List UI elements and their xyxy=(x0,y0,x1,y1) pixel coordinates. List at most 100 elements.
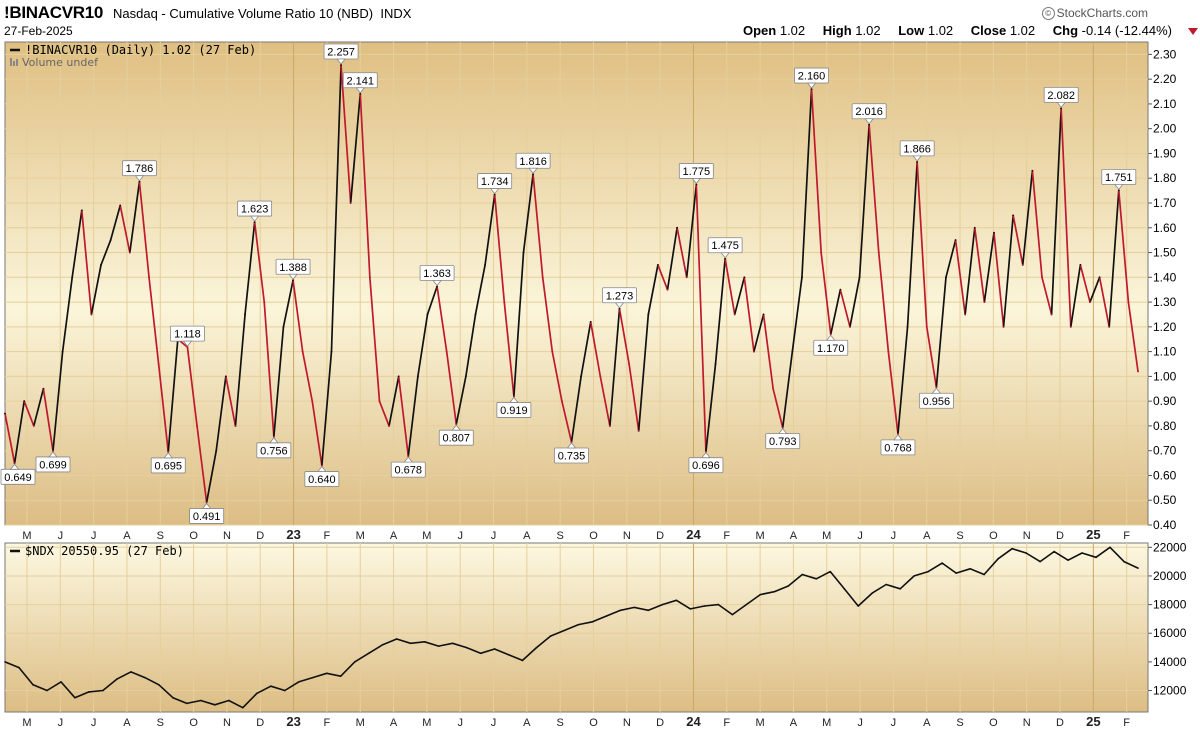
cvr-data-point xyxy=(657,264,659,266)
cvr-data-point xyxy=(42,387,45,390)
cvr-data-point xyxy=(954,239,957,242)
cvr-line-segment xyxy=(964,226,976,316)
peak-label-text: 1.273 xyxy=(606,290,634,302)
ndx-price-line xyxy=(4,546,1139,709)
peak-label-pointer xyxy=(691,178,702,185)
cvr-data-point xyxy=(906,325,909,328)
cvr-y-tick-label: 2.30 xyxy=(1153,47,1177,61)
ndx-data-point xyxy=(437,645,440,647)
cvr-line-segment xyxy=(157,363,170,453)
ndx-data-point xyxy=(186,702,188,705)
peak-label-text: 0.793 xyxy=(769,436,797,448)
ndx-data-point xyxy=(339,675,342,677)
ndx-data-point xyxy=(88,691,90,693)
cvr-data-point xyxy=(609,425,611,427)
peak-label-text: 0.807 xyxy=(443,433,471,445)
cvr-line-segment xyxy=(224,375,237,427)
cvr-peak-label: 1.170 xyxy=(813,334,849,356)
cvr-line-segment xyxy=(637,313,650,432)
cvr-data-point xyxy=(407,455,410,458)
ndx-data-point xyxy=(46,689,48,692)
cvr-data-point xyxy=(272,435,275,438)
peak-label-text: 2.141 xyxy=(346,75,374,87)
cvr-data-point xyxy=(1137,370,1139,373)
ndx-x-tick-label: M xyxy=(822,717,831,729)
cvr-data-point xyxy=(935,386,938,389)
ndx-data-point xyxy=(1025,552,1027,554)
cvr-data-point xyxy=(1127,301,1130,303)
cvr-data-point xyxy=(119,204,122,207)
peak-label-pointer xyxy=(1056,101,1067,109)
ndx-y-tick-label: 18000 xyxy=(1153,598,1187,612)
cvr-line-segment xyxy=(983,231,995,303)
cvr-data-point xyxy=(253,221,256,223)
cvr-line-segment xyxy=(1021,169,1034,266)
peak-label-pointer xyxy=(931,387,942,394)
cvr-line-segment xyxy=(618,307,630,365)
cvr-legend-text: !BINACVR10 (Daily) 1.02 (27 Feb) xyxy=(25,43,256,57)
cvr-data-point xyxy=(234,425,237,427)
cvr-line-segment xyxy=(186,346,198,427)
cvr-data-point xyxy=(368,276,371,279)
cvr-line-segment xyxy=(906,161,919,328)
ndx-data-point xyxy=(997,557,999,560)
ndx-x-tick-label: A xyxy=(123,717,131,729)
ndx-x-tick-label: M xyxy=(22,717,31,729)
cvr-x-tick-label: A xyxy=(923,530,931,542)
ndx-data-point xyxy=(228,699,230,702)
cvr-data-point xyxy=(71,276,74,279)
cvr-data-point xyxy=(762,313,765,316)
cvr-data-point xyxy=(80,209,83,212)
cvr-x-tick-label: A xyxy=(523,530,531,542)
down-arrow-icon xyxy=(1188,28,1198,35)
cvr-line-segment xyxy=(417,313,429,378)
ndx-data-point xyxy=(675,599,678,602)
peak-label-pointer xyxy=(912,155,922,162)
ndx-data-point xyxy=(815,578,818,580)
cvr-x-tick-label: F xyxy=(1123,530,1130,542)
cvr-y-tick-label: 1.60 xyxy=(1153,221,1177,235)
cvr-line-segment xyxy=(119,204,131,254)
cvr-peak-label: 2.257 xyxy=(323,43,359,65)
high-label: High xyxy=(822,23,852,38)
cvr-legend: !BINACVR10 (Daily) 1.02 (27 Feb)Volume u… xyxy=(10,43,256,69)
cvr-peak-label: 2.016 xyxy=(851,103,887,125)
ndx-data-point xyxy=(773,590,776,593)
peak-label-pointer xyxy=(777,428,788,435)
cvr-x-tick-label: J xyxy=(58,530,64,542)
cvr-x-tick-label: M xyxy=(22,530,31,542)
cvr-line-segment xyxy=(1089,276,1101,303)
ndx-data-point xyxy=(633,606,636,609)
peak-label-pointer xyxy=(182,340,193,347)
peak-label-text: 0.956 xyxy=(923,396,951,408)
cvr-line-segment xyxy=(1041,276,1053,316)
ndx-data-point xyxy=(885,583,888,586)
cvr-line-segment xyxy=(493,193,506,303)
cvr-peak-label: 0.807 xyxy=(438,424,474,446)
cvr-data-point xyxy=(186,346,189,349)
peak-label-text: 0.735 xyxy=(558,451,586,463)
cvr-x-tick-label: S xyxy=(557,530,564,542)
cvr-data-point xyxy=(781,426,784,429)
ndx-data-point xyxy=(269,685,272,688)
ndx-data-point xyxy=(745,603,748,606)
cvr-line-segment xyxy=(32,387,45,427)
cvr-line-segment xyxy=(570,375,582,443)
cvr-peak-label: 2.160 xyxy=(794,67,829,89)
cvr-line-segment xyxy=(484,193,496,266)
cvr-y-tick-label: 0.40 xyxy=(1153,518,1177,532)
ndx-y-tick-label: 20000 xyxy=(1153,569,1187,583)
cvr-plot-area xyxy=(4,41,1149,526)
brand-logo[interactable]: © StockCharts.com xyxy=(1041,6,1148,20)
ndx-data-point xyxy=(1011,547,1013,550)
peak-label-pointer xyxy=(269,437,279,444)
peak-label-pointer xyxy=(48,451,58,458)
cvr-line-segment xyxy=(426,285,438,316)
cvr-line-segment xyxy=(128,180,141,254)
peak-label-text: 1.363 xyxy=(423,268,451,280)
cvr-line-segment xyxy=(244,221,256,316)
cvr-data-point xyxy=(503,301,506,303)
ndx-data-point xyxy=(1123,560,1125,563)
cvr-peak-label: 1.475 xyxy=(707,237,743,259)
ndx-x-tick-label: A xyxy=(790,717,798,729)
